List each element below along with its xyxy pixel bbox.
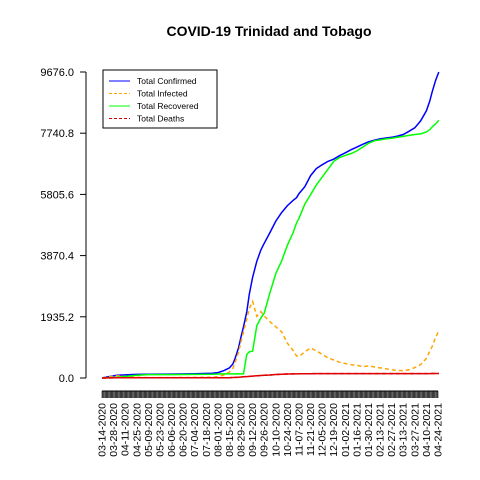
x-tick-label: 04-10-2021: [421, 403, 433, 457]
series-line-0: [101, 71, 440, 379]
x-tick-label: 03-28-2020: [108, 403, 120, 457]
x-tick-label: 01-16-2021: [351, 403, 363, 457]
x-tick-label: 07-18-2020: [201, 403, 213, 457]
y-tick-label: 0.0: [59, 373, 74, 385]
series-line-1: [101, 299, 440, 379]
axes: 0.0 1935.2 3870.4 5805.6 7740.8 9676.0 03-14-2…: [40, 67, 444, 457]
legend-label: Total Confirmed: [137, 76, 197, 86]
x-tick-label: 05-09-2020: [143, 403, 155, 457]
series-line-4: [101, 372, 439, 379]
x-tick-label: 02-13-2021: [375, 403, 387, 457]
x-tick-label: 04-25-2020: [131, 403, 143, 457]
x-tick-label: 03-27-2021: [409, 403, 421, 457]
x-tick-label: 10-24-2020: [282, 403, 294, 457]
y-tick-label: 9676.0: [40, 67, 74, 79]
x-tick-label: 09-26-2020: [259, 403, 271, 457]
x-tick-label: 01-30-2021: [363, 403, 375, 457]
plot-lines: [101, 71, 440, 379]
y-tick-label: 7740.8: [40, 128, 74, 140]
x-tick-label: 06-20-2020: [178, 403, 190, 457]
y-tick-label: 1935.2: [40, 312, 74, 324]
chart-title: COVID-19 Trinidad and Tobago: [166, 23, 371, 39]
x-tick-label: 10-10-2020: [270, 403, 282, 457]
legend: Total Confirmed Total Infected Total Recov…: [102, 69, 218, 129]
legend-label: Total Recovered: [137, 101, 199, 111]
x-tick-label: 12-19-2020: [328, 403, 340, 457]
x-tick-label: 03-14-2020: [97, 403, 109, 457]
x-tick-label: 05-23-2020: [154, 403, 166, 457]
y-tick-label: 3870.4: [40, 251, 74, 263]
x-tick-label: 11-21-2020: [305, 403, 317, 456]
legend-label: Total Infected: [137, 89, 188, 99]
x-tick-label: 03-13-2021: [398, 403, 410, 457]
x-tick-label: 04-24-2021: [433, 403, 445, 457]
y-tick-label: 5805.6: [40, 189, 74, 201]
series-line-2: [101, 119, 440, 379]
x-tick-label: 08-29-2020: [236, 403, 248, 457]
legend-label: Total Deaths: [137, 114, 184, 124]
x-daily-ticks: [101, 391, 439, 398]
x-tick-label: 06-06-2020: [166, 403, 178, 457]
x-tick-label: 04-11-2020: [120, 403, 132, 456]
x-tick-label: 01-02-2021: [340, 403, 352, 457]
x-tick-label: 12-05-2020: [317, 403, 329, 457]
x-tick-label: 08-15-2020: [224, 403, 236, 457]
x-tick-label: 11-07-2020: [293, 403, 305, 456]
x-tick-label: 07-04-2020: [189, 403, 201, 457]
x-tick-label: 09-12-2020: [247, 403, 259, 457]
x-tick-label: 02-27-2021: [386, 403, 398, 457]
x-tick-label: 08-01-2020: [212, 403, 224, 457]
